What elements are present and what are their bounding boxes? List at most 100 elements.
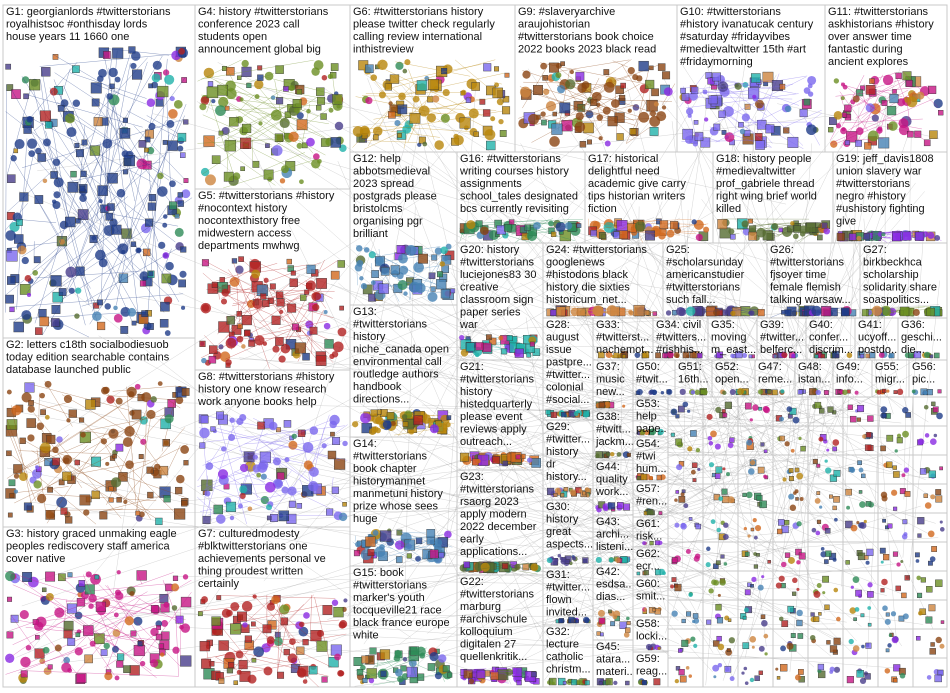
- group-label: #twitt...: [596, 424, 631, 436]
- node: [916, 559, 920, 563]
- node: [818, 437, 823, 442]
- node: [867, 582, 872, 587]
- node: [865, 445, 871, 451]
- node: [325, 339, 334, 348]
- node: [173, 576, 178, 581]
- node: [779, 416, 784, 421]
- node: [406, 245, 417, 256]
- node: [907, 131, 913, 137]
- node: [713, 675, 716, 678]
- node: [758, 407, 761, 410]
- node: [237, 76, 241, 80]
- node: [428, 292, 438, 302]
- node: [402, 125, 411, 134]
- node: [501, 349, 507, 355]
- node: [604, 69, 609, 74]
- group-label: postgrads please: [353, 191, 437, 203]
- node: [742, 220, 749, 227]
- node: [881, 588, 885, 592]
- node: [682, 402, 688, 408]
- node: [657, 475, 662, 480]
- node: [20, 657, 30, 667]
- group-label: 16th...: [678, 374, 709, 386]
- node: [706, 562, 711, 567]
- node: [575, 122, 586, 133]
- node: [720, 228, 730, 238]
- node: [150, 396, 156, 402]
- node: [788, 494, 794, 500]
- node: [582, 558, 588, 564]
- node: [10, 493, 14, 497]
- node: [850, 416, 856, 422]
- node: [933, 407, 938, 412]
- node: [8, 513, 12, 517]
- node: [218, 469, 228, 479]
- node: [740, 129, 746, 135]
- node: [161, 620, 168, 627]
- node: [564, 487, 568, 491]
- group-label: history...: [546, 471, 587, 483]
- group-label: writing courses history: [459, 166, 569, 178]
- node: [861, 645, 865, 649]
- node: [918, 438, 925, 445]
- group-label: history: [353, 331, 386, 343]
- node: [37, 423, 44, 430]
- group-label: G54:: [636, 438, 660, 450]
- node: [754, 536, 758, 540]
- node: [758, 467, 764, 473]
- group-label: classroom sign: [460, 294, 533, 306]
- node: [6, 295, 14, 303]
- node: [806, 124, 817, 135]
- node: [201, 168, 209, 176]
- node: [872, 306, 882, 316]
- node: [430, 550, 438, 558]
- node: [936, 496, 942, 502]
- node: [181, 597, 191, 607]
- node: [906, 412, 911, 417]
- node: [896, 586, 901, 591]
- node: [935, 580, 942, 587]
- node: [628, 67, 635, 74]
- node: [184, 178, 188, 182]
- node: [930, 648, 936, 654]
- group-label: history die sixties: [546, 282, 630, 294]
- group-label: quellenkritik...: [460, 651, 527, 663]
- node: [267, 516, 271, 520]
- group-label: midwestern access: [198, 228, 292, 240]
- node: [257, 75, 263, 81]
- node: [749, 310, 755, 316]
- node: [183, 574, 188, 579]
- node: [757, 495, 763, 501]
- group-label: G17: historical: [588, 153, 658, 165]
- node: [184, 460, 189, 465]
- node: [924, 494, 928, 498]
- node: [369, 678, 374, 683]
- node: [706, 547, 710, 551]
- node: [854, 618, 857, 621]
- node: [172, 647, 179, 654]
- node: [713, 309, 720, 316]
- node: [833, 558, 837, 562]
- node: [649, 66, 653, 70]
- node: [830, 646, 837, 653]
- node: [617, 502, 623, 508]
- node: [123, 170, 128, 175]
- node: [59, 288, 66, 295]
- group-label: work anyone books help: [197, 396, 317, 408]
- node: [837, 233, 845, 241]
- node: [761, 620, 768, 627]
- node: [886, 613, 890, 617]
- node: [399, 266, 408, 275]
- node: [887, 643, 891, 647]
- node: [833, 588, 838, 593]
- node: [708, 588, 713, 593]
- node: [26, 645, 32, 651]
- node: [767, 389, 771, 393]
- group-label: G38:: [596, 411, 620, 423]
- node: [927, 308, 935, 316]
- node: [373, 530, 379, 536]
- node: [145, 219, 153, 227]
- node: [859, 490, 862, 493]
- node: [161, 632, 169, 640]
- node: [253, 161, 259, 167]
